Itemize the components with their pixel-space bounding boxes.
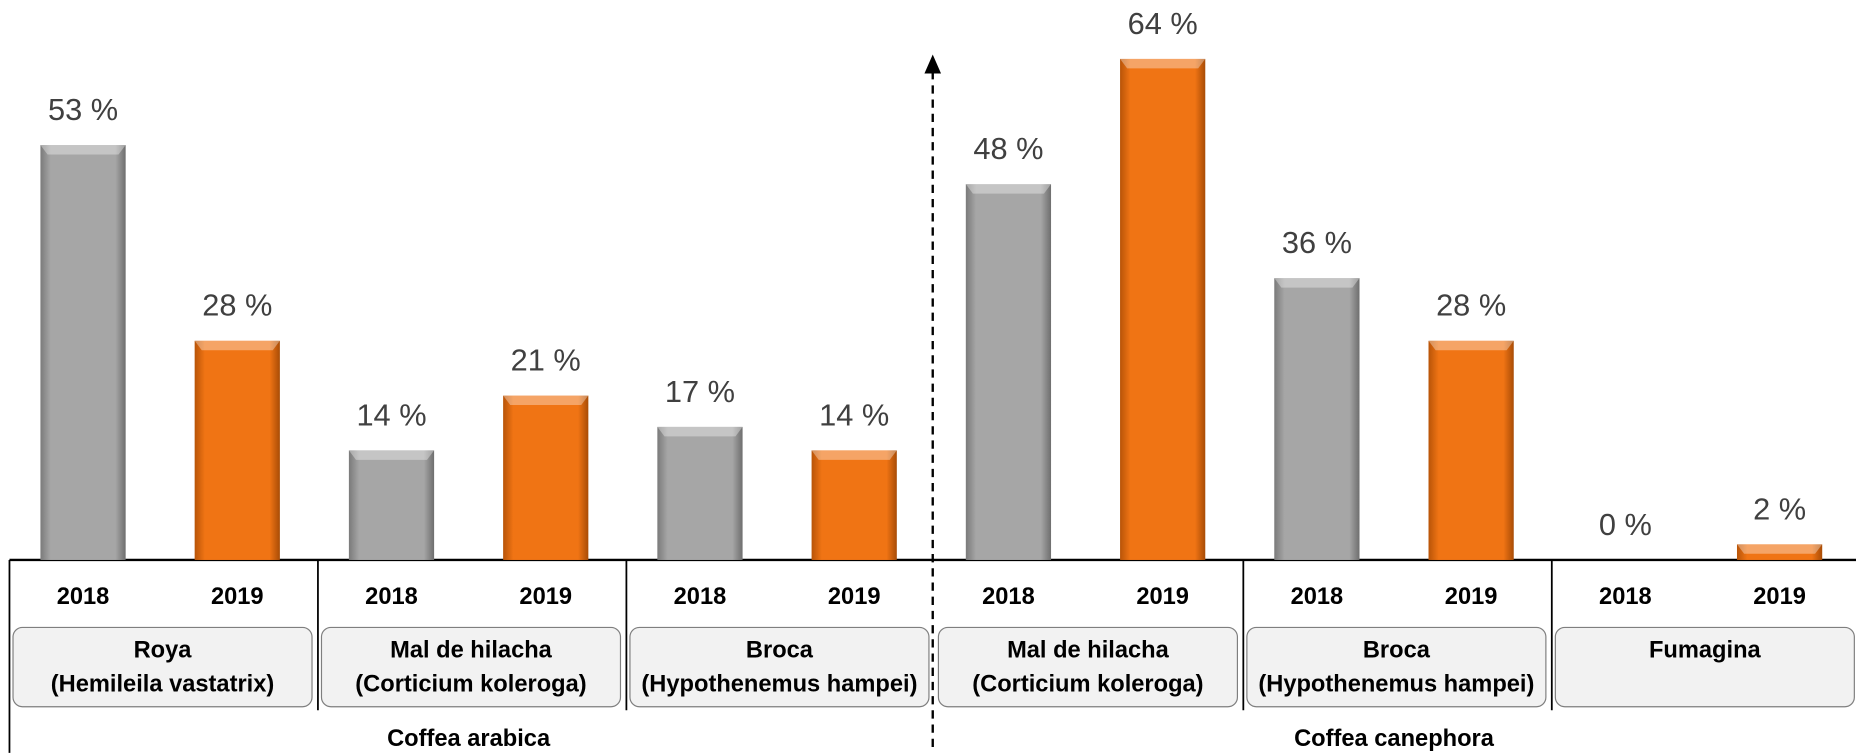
- bar: [503, 395, 589, 560]
- bar-bevel: [1736, 544, 1823, 554]
- x-tick-label: 2019: [211, 584, 264, 610]
- bar: [1120, 58, 1206, 560]
- group-box: [320, 626, 622, 708]
- x-tick-label: 2019: [1753, 584, 1806, 610]
- value-label: 2 %: [1753, 491, 1806, 526]
- value-label: 21 %: [511, 343, 581, 378]
- value-label: 48 %: [973, 131, 1043, 166]
- bar: [1428, 340, 1514, 560]
- bar-bevel: [348, 450, 435, 460]
- species-label: Coffea arabica: [387, 726, 551, 752]
- group-label: Fumagina: [1649, 637, 1762, 663]
- x-tick-label: 2018: [57, 584, 110, 610]
- arrow-head: [924, 54, 942, 74]
- group-label: Mal de hilacha: [390, 637, 553, 663]
- x-tick-label: 2018: [674, 584, 727, 610]
- value-label: 14 %: [356, 397, 426, 432]
- bar: [194, 340, 280, 560]
- group-box: [1246, 626, 1547, 708]
- bar-bevel: [965, 184, 1052, 194]
- bar-bevel: [1120, 58, 1206, 69]
- x-tick-label: 2018: [982, 584, 1035, 610]
- group-label: (Hypothenemus hampei): [1258, 672, 1534, 698]
- value-label: 36 %: [1282, 225, 1352, 260]
- group-label: (Hemileila vastatrix): [51, 672, 275, 698]
- group-label: Mal de hilacha: [1007, 637, 1170, 663]
- group-label: (Corticium koleroga): [972, 672, 1203, 698]
- value-label: 14 %: [819, 397, 889, 432]
- x-tick-label: 2019: [828, 584, 881, 610]
- bar-bevel: [657, 426, 743, 437]
- value-label: 64 %: [1128, 6, 1198, 41]
- bar-bevel: [503, 395, 589, 406]
- group-box: [629, 626, 930, 708]
- bar: [965, 184, 1052, 560]
- x-tick-label: 2018: [365, 584, 418, 610]
- group-label: (Hypothenemus hampei): [641, 672, 917, 698]
- group-box: [12, 626, 313, 708]
- x-tick-label: 2018: [1291, 584, 1344, 610]
- group-label: (Corticium koleroga): [355, 672, 586, 698]
- x-tick-label: 2019: [519, 584, 572, 610]
- bar-bevel: [40, 145, 126, 155]
- group-label: Broca: [1363, 637, 1431, 663]
- group-label: Roya: [134, 637, 193, 663]
- x-tick-label: 2019: [1136, 584, 1189, 610]
- value-label: 53 %: [48, 92, 118, 127]
- group-box: [1554, 626, 1855, 708]
- value-label: 17 %: [665, 374, 735, 409]
- value-label: 28 %: [1436, 288, 1506, 323]
- x-tick-label: 2019: [1445, 584, 1498, 610]
- bar: [40, 145, 126, 560]
- value-label: 0 %: [1599, 507, 1652, 542]
- species-label: Coffea canephora: [1294, 726, 1495, 752]
- group-label: Broca: [746, 637, 814, 663]
- bar-bevel: [194, 340, 280, 351]
- bar-bevel: [811, 450, 897, 460]
- bar-bevel: [1274, 278, 1360, 288]
- bar: [348, 450, 435, 560]
- bar: [657, 426, 743, 560]
- bar: [811, 450, 897, 560]
- x-tick-label: 2018: [1599, 584, 1652, 610]
- bar: [1736, 544, 1823, 560]
- group-box: [937, 626, 1239, 708]
- value-label: 28 %: [202, 288, 272, 323]
- bar: [1274, 278, 1360, 560]
- bar-bevel: [1428, 340, 1514, 351]
